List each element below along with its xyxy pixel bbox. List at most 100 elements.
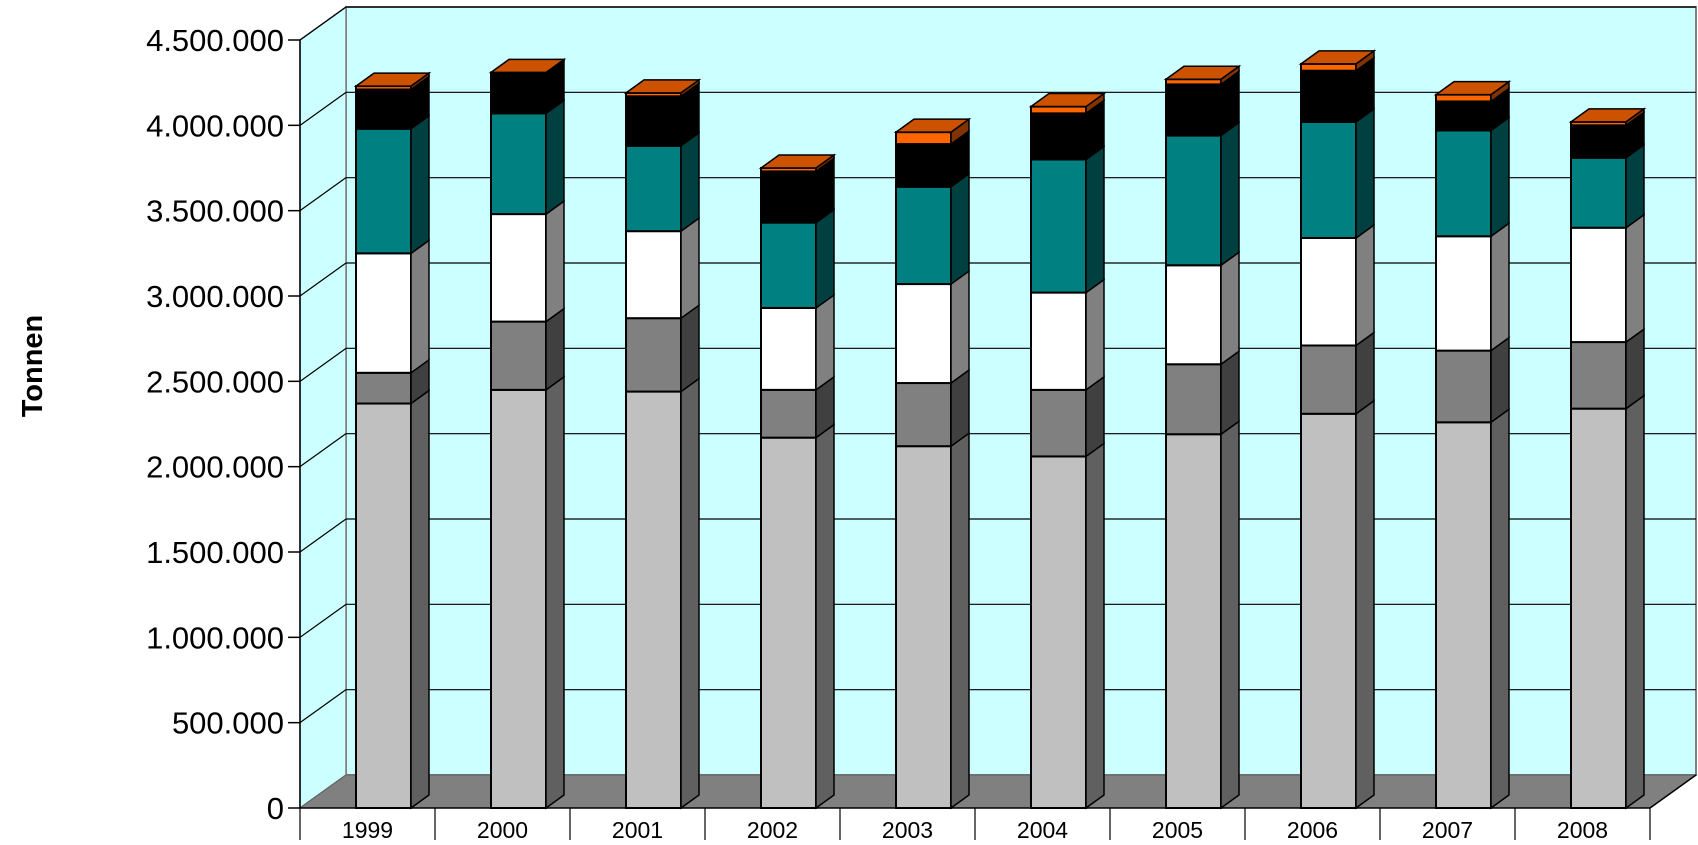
bar-top <box>1298 50 1377 65</box>
bar-2006 <box>1298 49 1377 810</box>
bar-segment <box>490 112 547 216</box>
gridline-side <box>299 518 347 553</box>
bar-segment <box>1300 236 1357 347</box>
bar-segment-side <box>545 375 565 810</box>
gridline-side <box>299 6 347 41</box>
bar-segment-side <box>1220 250 1240 366</box>
bar-segment-side <box>680 131 700 233</box>
bar-segment <box>490 213 547 323</box>
bar-segment <box>490 320 547 391</box>
bar-segment-side <box>1625 394 1645 810</box>
y-tick-label: 3.500.000 <box>146 194 284 229</box>
bar-segment <box>625 144 682 233</box>
bar-top <box>893 118 972 133</box>
bar-2005 <box>1163 64 1242 810</box>
x-tick-label: 1999 <box>342 817 393 840</box>
bar-top <box>758 154 837 169</box>
bar-segment <box>1435 235 1492 352</box>
bar-segment <box>1165 433 1222 809</box>
bar-segment <box>1570 124 1627 159</box>
bar-segment-side <box>680 303 700 394</box>
bar-segment-side <box>410 238 430 375</box>
bar-segment <box>1300 120 1357 239</box>
bar-top <box>353 72 432 87</box>
bar-segment <box>1570 226 1627 344</box>
bar-segment <box>625 390 682 809</box>
y-tick-label: 3.000.000 <box>146 279 284 314</box>
bar-segment <box>895 445 952 809</box>
bar-2002 <box>758 153 837 810</box>
bar-segment-side <box>410 114 430 255</box>
bar-segment <box>1435 93 1492 103</box>
bar-segment <box>895 131 952 146</box>
bar-segment <box>1300 344 1357 415</box>
bar-segment <box>1030 158 1087 294</box>
bar-segment <box>1435 349 1492 424</box>
y-tick-label: 1.500.000 <box>146 535 284 570</box>
bar-segment-side <box>815 208 835 310</box>
bar-segment <box>1165 78 1222 86</box>
bar-1999 <box>353 71 432 810</box>
gridline-side <box>299 91 347 126</box>
bar-segment <box>1300 62 1357 72</box>
gridline-side <box>299 433 347 468</box>
bar-segment-side <box>1490 221 1510 353</box>
gridline-side <box>299 177 347 212</box>
bar-segment-side <box>1355 399 1375 810</box>
bar-segment-side <box>1625 213 1645 344</box>
x-tick-label: 2001 <box>612 817 663 840</box>
bar-segment-side <box>950 431 970 810</box>
bar-segment <box>895 143 952 188</box>
bar-2008 <box>1568 107 1647 810</box>
bar-segment <box>895 382 952 448</box>
y-tick-label: 4.500.000 <box>146 23 284 58</box>
bar-segment <box>1030 112 1087 161</box>
axis-labels: 0 500.000 1.000.000 1.500.000 2.000.000 2.500… <box>17 23 1608 843</box>
bar-segment-side <box>815 423 835 810</box>
x-tick-label: 2000 <box>477 817 528 840</box>
bar-segment <box>895 185 952 286</box>
x-tick-label: 2006 <box>1287 817 1338 840</box>
bar-segment <box>760 306 817 391</box>
y-tick-label: 4.000.000 <box>146 108 284 143</box>
bar-segment-side <box>1490 407 1510 810</box>
bar-segment <box>1435 421 1492 809</box>
bar-segment <box>760 436 817 809</box>
x-tick-label: 2003 <box>882 817 933 840</box>
x-tick-label: 2002 <box>747 817 798 840</box>
y-tick-label: 0 <box>267 791 284 826</box>
bar-segment <box>490 388 547 809</box>
bar-segment <box>355 252 412 374</box>
bar-top <box>623 79 702 94</box>
bar-segment <box>625 317 682 393</box>
bar-top <box>1163 65 1242 81</box>
bar-segment <box>1030 105 1087 115</box>
bar-segment-side <box>1220 349 1240 436</box>
bar-segment-side <box>1625 143 1645 230</box>
bar-2007 <box>1433 80 1512 810</box>
bar-2003 <box>893 117 972 810</box>
bar-segment-side <box>1490 336 1510 424</box>
y-tick-label: 500.000 <box>172 706 284 741</box>
bar-2000 <box>488 57 567 810</box>
bar-segment-side <box>410 389 430 810</box>
bar-segment <box>355 88 412 130</box>
bar-segment <box>355 127 412 255</box>
bar-segment-side <box>1355 223 1375 347</box>
bar-2001 <box>623 78 702 810</box>
bar-segment-side <box>1490 115 1510 238</box>
bar-segment <box>1030 455 1087 809</box>
bar-segment <box>760 221 817 309</box>
bar-top <box>488 58 567 74</box>
bar-segment-side <box>950 269 970 385</box>
bar-segment <box>1165 134 1222 267</box>
bar-segment-side <box>1355 331 1375 416</box>
bar-segment-side <box>1220 121 1240 267</box>
gridline-side <box>299 689 347 724</box>
bar-top <box>1028 92 1107 108</box>
bar-segment <box>1165 264 1222 366</box>
bar-segment-side <box>1085 144 1105 295</box>
y-axis-label: Tonnen <box>17 315 49 418</box>
